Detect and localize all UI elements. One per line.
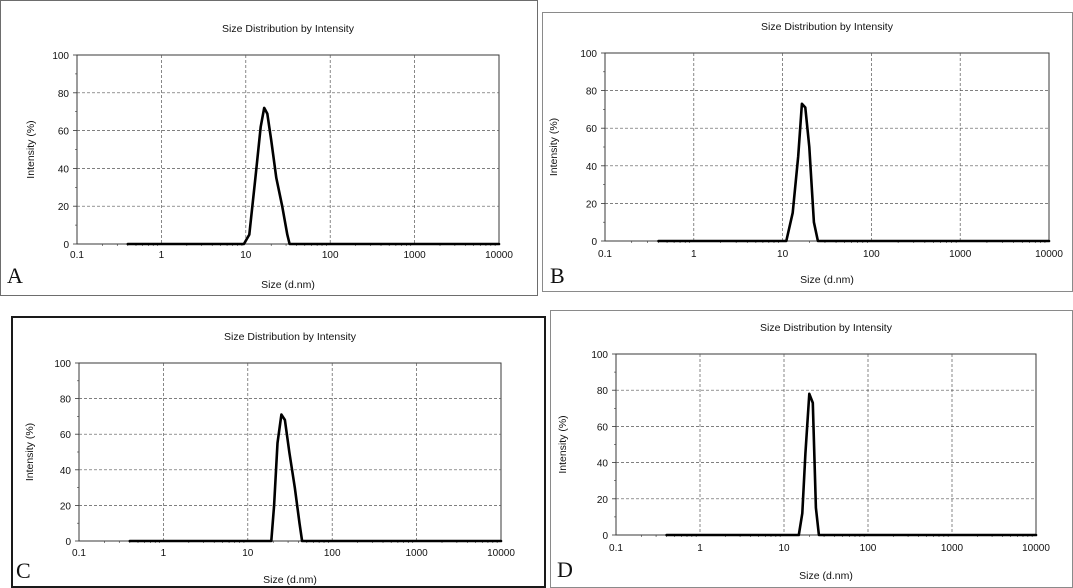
x-tick-label-a: 1 [159, 250, 165, 261]
chart-d-svg: Size Distribution by Intensity 0.1 1 10 100 1… [551, 311, 1072, 587]
y-tick-label-a: 20 [58, 202, 70, 213]
y-tick-label-c: 60 [60, 430, 72, 441]
x-tick-label-a: 1000 [403, 250, 426, 261]
x-tick-label-b: 10000 [1035, 249, 1063, 260]
x-tick-label-d: 1000 [941, 543, 964, 554]
x-tick-label-b: 100 [863, 249, 880, 260]
chart-panel-b: Size Distribution by Intensity 0.1 1 10 100 1… [542, 12, 1073, 292]
x-tick-label-a: 100 [322, 250, 339, 261]
x-tick-label-b: 1 [691, 249, 697, 260]
y-tick-label-b: 0 [591, 237, 597, 248]
y-tick-label-b: 100 [580, 49, 597, 60]
y-tick-label-b: 60 [586, 124, 598, 135]
x-axis-label-a: Size (d.nm) [261, 279, 315, 291]
y-tick-label-d: 100 [591, 350, 608, 361]
x-tick-label-d: 100 [860, 543, 877, 554]
y-axis-label-c: Intensity (%) [24, 423, 36, 481]
panel-label-c: C [16, 558, 31, 584]
x-axis-label-b: Size (d.nm) [800, 274, 854, 286]
y-tick-label-a: 100 [52, 51, 69, 62]
y-tick-label-b: 20 [586, 199, 598, 210]
y-tick-label-c: 20 [60, 501, 72, 512]
x-tick-label-a: 10 [240, 250, 252, 261]
x-tick-label-d: 10 [778, 543, 790, 554]
chart-b-svg: Size Distribution by Intensity 0.1 1 10 100 1… [543, 13, 1072, 291]
y-tick-label-d: 40 [597, 459, 609, 470]
y-tick-label-d: 20 [597, 495, 609, 506]
chart-panel-c: Size Distribution by Intensity 0.1 1 10 100 1… [11, 316, 546, 588]
x-tick-label-c: 100 [324, 548, 341, 559]
series-line-b [659, 104, 1050, 241]
x-tick-label-d: 10000 [1022, 543, 1050, 554]
x-tick-label-b: 0.1 [598, 249, 612, 260]
y-tick-label-a: 80 [58, 89, 70, 100]
y-tick-label-a: 0 [63, 240, 69, 251]
x-tick-label-c: 1 [161, 548, 167, 559]
y-tick-label-d: 80 [597, 386, 609, 397]
x-tick-label-a: 10000 [485, 250, 513, 261]
y-tick-label-c: 0 [65, 537, 71, 548]
plot-area-b [605, 53, 1049, 241]
plot-area-a [77, 55, 499, 244]
x-tick-label-d: 0.1 [609, 543, 623, 554]
x-axis-label-c: Size (d.nm) [263, 574, 317, 586]
x-tick-label-b: 1000 [949, 249, 972, 260]
x-tick-label-c: 0.1 [72, 548, 86, 559]
x-tick-label-c: 1000 [405, 548, 428, 559]
y-tick-label-c: 40 [60, 466, 72, 477]
x-tick-label-d: 1 [697, 543, 703, 554]
x-tick-label-a: 0.1 [70, 250, 84, 261]
x-tick-label-c: 10 [242, 548, 254, 559]
chart-a-svg: Size Distribution by Intensity 0.1 1 10 100 1… [1, 1, 537, 295]
panel-label-d: D [557, 557, 573, 583]
series-line-d [667, 394, 1036, 535]
chart-title-c: Size Distribution by Intensity [224, 331, 357, 343]
y-axis-label-d: Intensity (%) [557, 415, 569, 473]
series-line-c [130, 415, 501, 541]
chart-panel-a: Size Distribution by Intensity 0.1 1 10 100 1… [0, 0, 538, 296]
y-tick-label-d: 0 [602, 531, 608, 542]
chart-title-d: Size Distribution by Intensity [760, 322, 893, 334]
y-tick-label-a: 60 [58, 127, 70, 138]
y-tick-label-a: 40 [58, 164, 70, 175]
y-axis-label-a: Intensity (%) [25, 120, 37, 178]
chart-panel-d: Size Distribution by Intensity 0.1 1 10 100 1… [550, 310, 1073, 588]
chart-c-svg: Size Distribution by Intensity 0.1 1 10 100 1… [13, 318, 544, 586]
y-tick-label-b: 80 [586, 87, 598, 98]
y-tick-label-b: 40 [586, 162, 598, 173]
chart-title-a: Size Distribution by Intensity [222, 23, 355, 35]
y-tick-label-c: 100 [54, 359, 71, 370]
y-axis-label-b: Intensity (%) [548, 118, 560, 176]
x-tick-label-b: 10 [777, 249, 789, 260]
x-axis-label-d: Size (d.nm) [799, 570, 853, 582]
series-line-a [128, 108, 499, 244]
chart-title-b: Size Distribution by Intensity [761, 21, 894, 33]
panel-label-b: B [550, 263, 565, 289]
panel-label-a: A [7, 263, 23, 289]
x-tick-label-c: 10000 [487, 548, 515, 559]
y-tick-label-c: 80 [60, 395, 72, 406]
y-tick-label-d: 60 [597, 422, 609, 433]
plot-area-d [616, 354, 1036, 535]
